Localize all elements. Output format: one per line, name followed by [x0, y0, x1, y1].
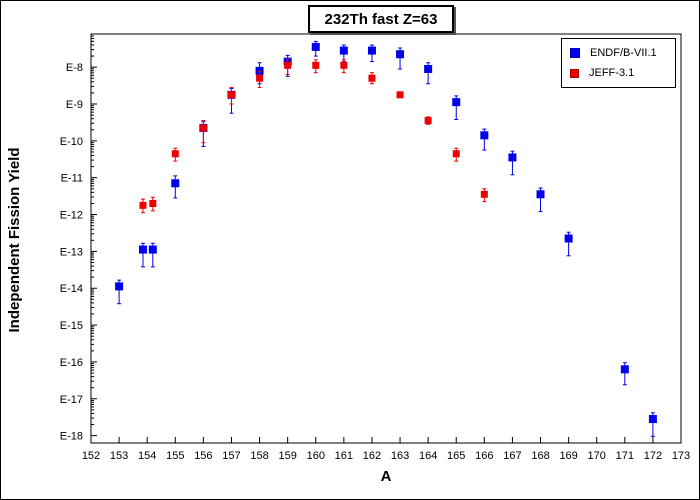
data-point: [536, 190, 545, 199]
legend-label-endf: ENDF/B-VII.1: [590, 47, 657, 59]
y-axis-title: Independent Fission Yield: [6, 147, 23, 332]
data-point: [368, 74, 376, 82]
legend-item-jeff: JEFF-3.1: [570, 67, 634, 79]
data-point: [564, 234, 573, 243]
x-tick-label: 171: [616, 450, 634, 462]
y-tick-label: E-12: [60, 210, 83, 222]
plot-area-border: [90, 33, 682, 444]
y-tick-label: E-15: [60, 320, 83, 332]
legend-marker-jeff-icon: [570, 68, 579, 78]
series-layer: [115, 40, 657, 437]
data-point: [171, 150, 179, 158]
data-point: [227, 91, 235, 99]
x-tick-label: 173: [672, 450, 690, 462]
series-endf: [115, 40, 657, 437]
data-point: [149, 199, 157, 207]
x-tick-label: 165: [447, 450, 465, 462]
series-jeff: [139, 58, 488, 214]
y-tick-label: E-13: [60, 246, 83, 258]
x-tick-label: 166: [475, 450, 493, 462]
x-axis-title: A: [381, 468, 392, 485]
x-tick-label: 169: [559, 450, 577, 462]
y-tick-label: E-9: [66, 99, 83, 111]
data-point: [255, 66, 264, 75]
x-tick-label: 152: [82, 450, 100, 462]
data-point: [424, 117, 432, 125]
data-point: [648, 415, 657, 424]
data-point: [508, 153, 517, 162]
y-tick-label: E-17: [60, 394, 83, 406]
chart-title: 232Th fast Z=63: [324, 10, 438, 28]
data-point: [396, 50, 405, 59]
x-tick-label: 155: [166, 450, 184, 462]
y-axis: E-8 E-9 E-10 E-11 E-12 E-13 E-14 E-15 E-16 E-17 E-…: [60, 35, 97, 443]
x-tick-label: 164: [419, 450, 437, 462]
data-point: [311, 42, 320, 51]
x-tick-label: 154: [138, 450, 156, 462]
x-tick-label: 162: [363, 450, 381, 462]
data-point: [452, 98, 461, 107]
x-tick-label: 159: [278, 450, 296, 462]
data-point: [139, 201, 147, 209]
data-point: [396, 91, 404, 99]
x-tick-label: 163: [391, 450, 409, 462]
x-tick-label: 161: [335, 450, 353, 462]
x-axis: 152 153 154 155 156 157 158 159 160 161 162 163 164 1…: [82, 437, 690, 462]
y-tick-label: E-10: [60, 136, 83, 148]
data-point: [199, 124, 207, 132]
y-tick-label: E-16: [60, 357, 83, 369]
y-tick-label: E-18: [60, 431, 83, 443]
x-tick-label: 167: [503, 450, 521, 462]
x-tick-label: 156: [194, 450, 212, 462]
data-point: [138, 245, 147, 254]
x-tick-label: 172: [644, 450, 662, 462]
data-point: [480, 131, 489, 140]
data-point: [256, 74, 264, 82]
data-point: [367, 46, 376, 55]
x-tick-label: 168: [531, 450, 549, 462]
data-point: [312, 61, 320, 69]
data-point: [115, 282, 124, 291]
data-point: [480, 190, 488, 198]
y-tick-label: E-11: [61, 173, 83, 185]
data-point: [424, 65, 433, 74]
x-tick-label: 158: [250, 450, 268, 462]
data-point: [284, 61, 292, 69]
legend-marker-endf-icon: [570, 48, 580, 58]
chart-title-box: 232Th fast Z=63: [308, 5, 454, 33]
data-point: [452, 150, 460, 158]
x-tick-label: 160: [307, 450, 325, 462]
legend-label-jeff: JEFF-3.1: [589, 67, 635, 79]
data-point: [148, 245, 157, 254]
y-tick-label: E-14: [60, 283, 83, 295]
data-point: [340, 61, 348, 69]
legend-item-endf: ENDF/B-VII.1: [570, 47, 657, 59]
data-point: [620, 365, 629, 374]
data-point: [171, 179, 180, 188]
legend: ENDF/B-VII.1 JEFF-3.1: [561, 38, 676, 88]
y-tick-label: E-8: [66, 62, 83, 74]
data-point: [339, 46, 348, 55]
x-tick-label: 170: [588, 450, 606, 462]
x-tick-label: 153: [110, 450, 128, 462]
x-tick-label: 157: [222, 450, 240, 462]
